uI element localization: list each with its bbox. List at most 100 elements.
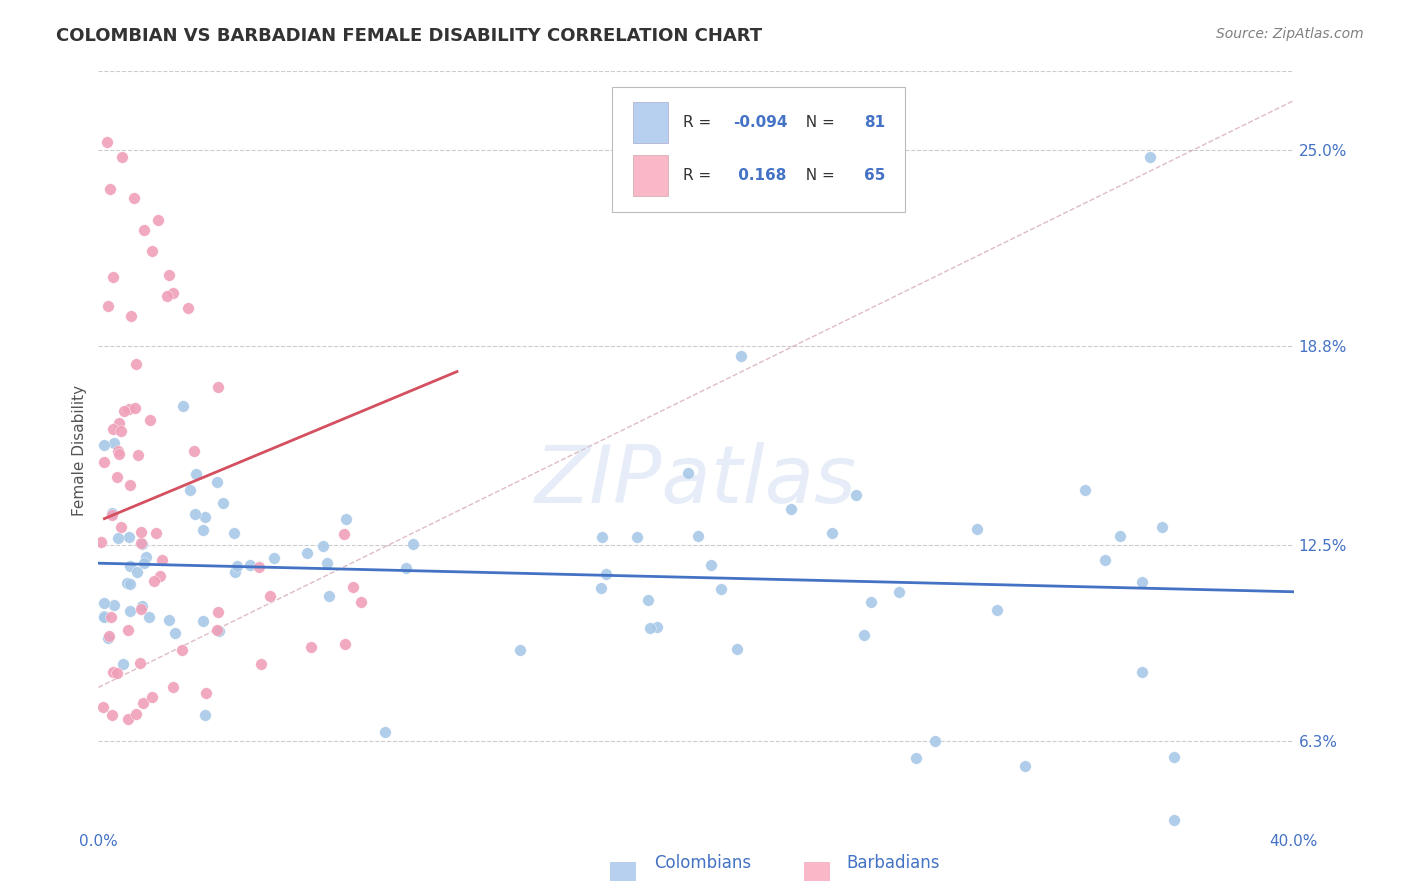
Text: 65: 65	[865, 168, 886, 183]
Point	[1139, 150, 1161, 164]
Point	[100, 508, 122, 523]
Point	[103, 598, 125, 612]
Point	[117, 623, 139, 637]
Point	[207, 605, 229, 619]
Point	[120, 559, 142, 574]
Point	[205, 624, 228, 638]
Point	[125, 565, 148, 579]
Text: Source: ZipAtlas.com: Source: ZipAtlas.com	[1216, 27, 1364, 41]
Point	[111, 150, 134, 164]
Point	[156, 289, 179, 303]
Point	[138, 610, 160, 624]
Point	[1163, 750, 1185, 764]
Point	[887, 584, 910, 599]
Point	[107, 444, 129, 458]
Point	[93, 609, 115, 624]
Point	[145, 526, 167, 541]
Point	[224, 565, 246, 579]
Point	[90, 535, 112, 549]
Text: N =: N =	[796, 168, 839, 183]
Point	[105, 470, 128, 484]
Point	[710, 582, 733, 596]
Point	[131, 599, 153, 613]
Point	[1130, 575, 1153, 590]
Point	[108, 448, 131, 462]
Point	[637, 592, 659, 607]
Y-axis label: Female Disability: Female Disability	[72, 384, 87, 516]
Point	[986, 603, 1008, 617]
Point	[342, 580, 364, 594]
Point	[103, 435, 125, 450]
Point	[638, 621, 661, 635]
Bar	[633, 155, 668, 196]
Point	[114, 404, 136, 418]
Point	[118, 604, 141, 618]
Point	[1014, 759, 1036, 773]
Point	[374, 725, 396, 739]
Point	[93, 438, 115, 452]
Point	[139, 413, 162, 427]
Text: Colombians: Colombians	[654, 855, 752, 872]
Point	[1130, 665, 1153, 679]
Point	[247, 559, 270, 574]
Point	[97, 631, 120, 645]
Point	[98, 182, 121, 196]
Text: R =: R =	[683, 115, 716, 130]
Text: COLOMBIAN VS BARBADIAN FEMALE DISABILITY CORRELATION CHART: COLOMBIAN VS BARBADIAN FEMALE DISABILITY…	[56, 27, 762, 45]
Point	[132, 556, 155, 570]
Point	[129, 601, 152, 615]
Point	[350, 594, 373, 608]
Point	[194, 686, 217, 700]
Point	[700, 558, 723, 572]
Point	[730, 349, 752, 363]
Point	[108, 417, 131, 431]
Point	[101, 422, 124, 436]
Point	[103, 269, 125, 284]
Point	[1094, 553, 1116, 567]
Point	[129, 657, 152, 671]
Point	[124, 401, 146, 415]
Point	[107, 532, 129, 546]
Point	[194, 707, 217, 722]
Point	[626, 530, 648, 544]
Text: N =: N =	[796, 115, 839, 130]
Point	[335, 512, 357, 526]
Text: 0.168: 0.168	[733, 168, 786, 183]
Point	[118, 402, 141, 417]
Point	[844, 488, 866, 502]
Point	[595, 567, 617, 582]
Point	[177, 301, 200, 316]
Point	[162, 681, 184, 695]
Point	[129, 535, 152, 549]
Point	[141, 244, 163, 259]
Point	[120, 577, 142, 591]
Point	[172, 399, 194, 413]
Point	[402, 537, 425, 551]
Point	[110, 520, 132, 534]
Point	[780, 502, 803, 516]
Point	[141, 690, 163, 704]
Point	[905, 751, 928, 765]
Point	[120, 309, 142, 323]
Point	[157, 268, 180, 282]
Point	[129, 524, 152, 539]
Point	[115, 576, 138, 591]
Point	[226, 558, 249, 573]
Point	[184, 467, 207, 481]
Point	[852, 628, 875, 642]
Point	[91, 700, 114, 714]
Point	[208, 624, 231, 639]
Point	[118, 530, 141, 544]
Point	[172, 643, 194, 657]
Point	[96, 135, 118, 149]
Point	[295, 546, 318, 560]
Point	[148, 212, 170, 227]
Point	[125, 706, 148, 721]
Point	[318, 590, 340, 604]
Bar	[633, 102, 668, 144]
Point	[259, 590, 281, 604]
Point	[142, 574, 165, 588]
Text: 81: 81	[865, 115, 886, 130]
Point	[332, 526, 354, 541]
Point	[1150, 520, 1173, 534]
